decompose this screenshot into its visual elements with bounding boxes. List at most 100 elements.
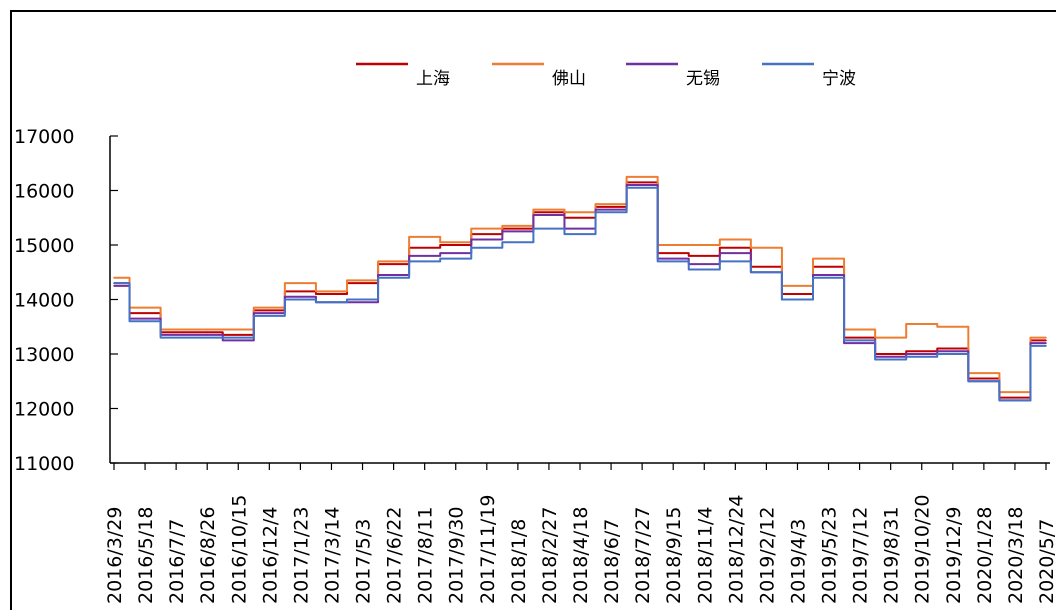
data-point <box>1014 396 1016 399</box>
data-point <box>113 285 115 287</box>
data-point <box>672 252 674 254</box>
data-point <box>423 246 426 249</box>
data-point <box>486 227 488 230</box>
legend-label: 上海 <box>416 69 450 89</box>
data-point <box>703 263 706 265</box>
data-point <box>796 293 799 295</box>
x-tick-label: 2020/5/7 <box>1036 519 1058 604</box>
data-point <box>206 334 208 336</box>
data-point <box>361 298 364 301</box>
x-tick-label: 2017/8/11 <box>415 507 437 604</box>
data-point <box>268 309 271 312</box>
data-point <box>548 211 550 214</box>
x-tick-label: 2017/9/30 <box>446 507 468 604</box>
x-tick-label: 2016/8/26 <box>197 507 219 604</box>
data-point <box>920 355 923 358</box>
data-point <box>952 353 954 355</box>
data-point <box>641 181 643 184</box>
data-point <box>548 227 550 230</box>
data-point <box>952 325 954 328</box>
series-line-宁波 <box>114 186 1046 402</box>
x-tick-label: 2017/3/14 <box>321 507 343 604</box>
data-point <box>579 233 581 235</box>
data-point <box>734 252 737 254</box>
data-point <box>517 227 519 230</box>
data-point <box>423 260 426 263</box>
data-point <box>206 331 208 334</box>
y-tick-label: 17000 <box>14 126 74 148</box>
x-tick-label: 2018/2/27 <box>539 507 561 604</box>
data-point <box>486 233 488 235</box>
data-point <box>765 271 768 274</box>
data-point <box>641 184 643 186</box>
y-tick-label: 14000 <box>14 290 74 312</box>
x-tick-label: 2020/3/18 <box>1005 507 1027 604</box>
x-axis: 2016/3/29 2016/5/18 2016/7/7 2016/8/26 2016/… <box>104 462 1058 604</box>
data-point <box>548 208 550 211</box>
data-point <box>268 312 271 314</box>
data-point <box>610 208 612 211</box>
x-tick-label: 2019/10/20 <box>912 494 934 604</box>
x-tick-label: 2019/8/31 <box>881 507 903 604</box>
legend: 上海 佛山 无锡 宁波 <box>356 62 856 89</box>
data-point <box>454 257 457 260</box>
data-point <box>330 301 333 304</box>
data-point <box>423 236 426 238</box>
y-tick-label: 16000 <box>14 181 74 203</box>
x-tick-label: 2017/5/3 <box>353 519 375 604</box>
data-point <box>113 282 115 284</box>
plot-area <box>113 175 1047 402</box>
data-point <box>672 257 674 260</box>
data-point <box>144 317 146 320</box>
data-point <box>796 285 799 287</box>
x-tick-label: 2019/7/12 <box>850 507 872 604</box>
data-point <box>610 203 612 205</box>
series-line-上海 <box>114 181 1046 399</box>
legend-label: 无锡 <box>686 69 720 89</box>
y-tick-label: 13000 <box>14 344 74 366</box>
data-point <box>237 334 240 336</box>
data-point <box>858 328 861 331</box>
data-point <box>237 328 240 331</box>
data-point <box>765 246 768 249</box>
data-point <box>579 227 581 230</box>
data-point <box>827 266 830 268</box>
data-point <box>889 353 892 355</box>
data-point <box>641 176 643 178</box>
data-point <box>858 342 861 344</box>
x-tick-label: 2016/3/29 <box>104 507 126 604</box>
data-point <box>734 238 737 241</box>
data-point <box>392 274 395 276</box>
x-tick-label: 2018/4/18 <box>570 507 592 604</box>
data-point <box>889 358 892 361</box>
data-point <box>299 298 302 301</box>
data-point <box>423 255 426 257</box>
data-point <box>734 246 737 249</box>
y-axis: 11000 12000 13000 14000 15000 16000 17000 <box>14 126 118 475</box>
chart-frame <box>10 10 1056 610</box>
data-point <box>175 334 177 336</box>
data-point <box>1014 391 1016 393</box>
data-point <box>889 355 892 358</box>
data-point <box>610 211 612 214</box>
data-point <box>486 238 488 241</box>
data-point <box>610 206 612 208</box>
y-tick-label: 11000 <box>14 453 74 475</box>
data-point <box>1045 339 1047 342</box>
x-tick-label: 2018/11/4 <box>694 507 716 604</box>
data-point <box>672 260 674 263</box>
data-point <box>237 336 240 339</box>
data-point <box>175 328 177 331</box>
x-tick-label: 2020/1/28 <box>974 507 996 604</box>
data-point <box>454 252 457 254</box>
data-point <box>1045 336 1047 339</box>
data-point <box>175 336 177 339</box>
x-tick-label: 2019/5/23 <box>819 507 841 604</box>
data-point <box>920 353 923 355</box>
data-point <box>579 211 581 214</box>
data-point <box>952 350 954 353</box>
data-point <box>299 290 302 293</box>
data-point <box>330 293 333 295</box>
x-tick-label: 2018/1/8 <box>508 519 530 604</box>
